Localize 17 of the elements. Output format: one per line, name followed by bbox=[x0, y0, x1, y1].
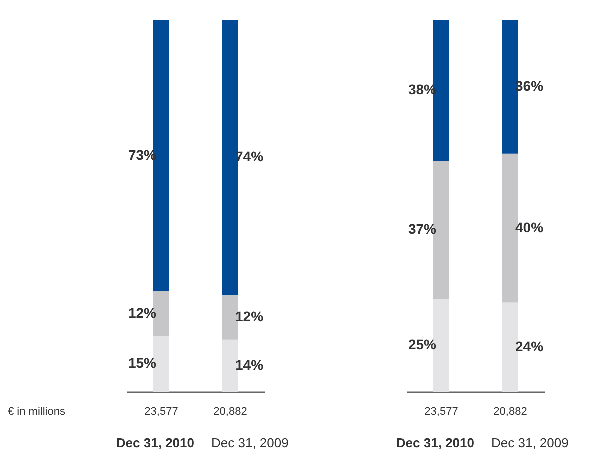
x-tick-label: Dec 31, 2010 bbox=[396, 436, 474, 450]
data-label: 15% bbox=[128, 355, 158, 372]
text: € in millions bbox=[8, 406, 66, 418]
data-label: 12% bbox=[236, 308, 264, 325]
data-label: 37% bbox=[408, 221, 438, 238]
x-tick-label: Dec 31, 2010 bbox=[116, 436, 194, 450]
text: 23,577 bbox=[144, 406, 178, 418]
data-label: 25% bbox=[408, 336, 438, 352]
text: 23,577 bbox=[424, 406, 458, 418]
text: 20,882 bbox=[494, 406, 528, 418]
data-label: 40% bbox=[516, 219, 544, 236]
data-label: 12% bbox=[128, 304, 158, 321]
x-tick-label: Dec 31, 2009 bbox=[492, 436, 569, 450]
x-tick-label: Dec 31, 2009 bbox=[212, 436, 289, 450]
data-label: 24% bbox=[516, 338, 544, 354]
data-label: 14% bbox=[236, 356, 264, 373]
text: 20,882 bbox=[214, 406, 248, 418]
